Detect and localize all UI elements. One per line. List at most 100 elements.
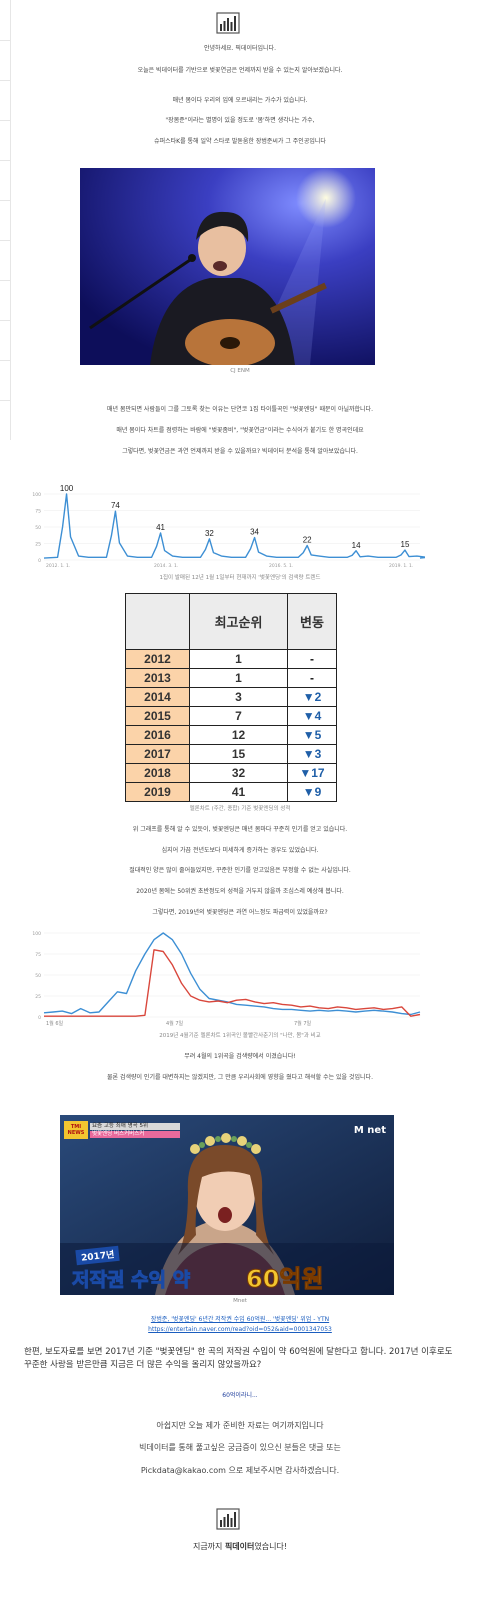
y-tick-label: 25 [35,994,41,1000]
melon-rank-table: 최고순위 변동 2012 1-2013 1-2014 3 ▼2 2015 7 ▼4 2016 12… [125,593,337,802]
table-cell-rank: 3 [189,687,288,707]
banner-sub: 벚꽃엔딩 버스커버스커 [92,1131,145,1137]
table-cell-year: 2012 [125,649,190,669]
tv-screenshot: TMI NEWS 요즘 고등 최애 명곡 5위 벚꽃엔딩 버스커버스커 M ne… [60,1115,394,1295]
intro-line3: 슈퍼스타K를 통해 일약 스타로 발돋움한 장범준씨가 그 주인공입니다 [154,138,326,145]
section2-line2: 매년 봄이다 차트를 점령하는 바람에 "벚꽃좀비", "벚꽃연금"이라는 수식… [116,427,364,434]
table-row: 2015 7 ▼4 [125,706,337,726]
closing-line3: Pickdata@kakao.com 으로 제보주시면 감사하겠습니다. [140,1466,340,1475]
section3-line4: 2020년 봄에는 50위권 초반정도의 성적을 거두지 않을까 조심스레 예상… [136,888,344,895]
broadcaster-logo: M net [353,1125,386,1136]
table-cell-year: 2019 [125,782,190,802]
closing-line2: 빅데이터를 통해 풀고싶은 궁금증이 있으신 분들은 댓글 또는 [139,1443,341,1452]
y-tick-label: 0 [38,558,41,564]
source-link-wrap: 장범준, '벚꽃엔딩' 6년간 저작권 수입 60억원... '벚꽃엔딩' 위엄… [0,1316,480,1324]
y-tick-label: 75 [35,509,41,515]
section3-line1: 위 그래프를 통해 알 수 있듯이, 벚꽃엔딩은 매년 봄마다 꾸준히 인기를 … [132,826,348,833]
table-cell-change: ▼17 [287,763,337,783]
table-cell-change: - [287,649,337,669]
table-cell-change: ▼9 [287,782,337,802]
chart2-caption: 2019년 4월기준 멜론차트 1위곡인 볼빨간사춘기의 "나만, 봄"과 비교 [159,1033,321,1039]
table-cell-year: 2015 [125,706,190,726]
peak-label: 14 [352,541,361,550]
peak-label: 74 [111,501,120,510]
y-tick-label: 75 [35,952,41,958]
overlay-amount: 60억원 [246,1265,325,1294]
overlay-text: 저작권 수익 약 [71,1269,191,1292]
section3-line2: 심지어 가끔 전년도보다 미세하게 증가하는 경우도 있었습니다. [161,847,319,854]
signoff-prefix: 지금까지 [192,1542,225,1551]
brand-logo-icon [216,12,240,38]
peak-label: 15 [401,540,410,549]
y-tick-label: 50 [35,525,41,531]
outro-wow: 60억이라니... [222,1392,258,1399]
x-tick-label: 7월 7일 [294,1020,312,1027]
left-rail [0,0,11,440]
closing-line1: 아쉽지만 오늘 제가 준비한 자료는 여기까지입니다 [156,1421,324,1430]
footer-logo-icon [216,1508,240,1534]
table-cell-change: ▼3 [287,744,337,764]
source-link-title[interactable]: 장범준, '벚꽃엔딩' 6년간 저작권 수입 60억원... '벚꽃엔딩' 위엄… [150,1316,330,1323]
table-row: 2017 15 ▼3 [125,744,337,764]
series-line-red [44,949,421,1017]
concert-photo [80,168,375,365]
section4-line2: 물론 검색량이 인기를 대변하지는 않겠지만, 그 만큼 우리사회에 영향을 줬… [107,1074,373,1081]
chart1-caption: 1집이 발매된 12년 1월 1일부터 현재까지 '벚꽃엔딩'의 검색량 트렌드 [159,575,321,581]
intro-greeting: 안녕하세요. 픽데이터입니다. [204,45,276,52]
x-tick-label: 2016. 5. 1. [269,563,293,569]
intro-line2: "장봄준"이라는 별명이 있을 정도로 '봄'하면 생각나는 가수, [165,117,315,124]
signoff: 지금까지 픽데이터였습니다! [0,1541,480,1552]
table-cell-rank: 41 [189,782,288,802]
y-tick-label: 0 [38,1015,41,1021]
section2-line3: 그렇다면, 벚꽃연금은 과연 언제까지 받을 수 있을까요? 빅데이터 분석을 … [122,448,358,455]
peak-label: 22 [303,535,312,544]
x-tick-label: 2019. 1. 1. [389,563,413,569]
peak-label: 100 [60,484,74,493]
signoff-brand: 픽데이터 [224,1542,255,1551]
table-header-change: 변동 [287,593,337,650]
signoff-suffix: 였습니다! [254,1542,288,1551]
table-cell-change: ▼2 [287,687,337,707]
table-header-row: 최고순위 변동 [125,593,337,650]
table-cell-rank: 1 [189,668,288,688]
peak-label: 32 [205,529,214,538]
section2-line1: 매년 봄만되면 사람들이 그를 그토록 찾는 이유는 단연코 1집 타이틀곡인 … [107,406,373,413]
peak-label: 41 [156,523,165,532]
y-tick-label: 100 [32,931,41,937]
series-line-blue [43,932,421,1016]
intro-line1: 매년 봄이다 우리의 입에 오르내리는 가수가 있습니다. [172,97,308,104]
section3-line3: 절대적인 양은 많이 줄어들었지만, 꾸준한 인기를 얻고있음은 부정할 수 없… [129,867,351,874]
x-tick-label: 2014. 3. 1. [154,563,178,569]
peak-label: 34 [250,528,259,537]
x-tick-label: 4월 7일 [166,1020,184,1027]
photo2-caption: Mnet [233,1298,247,1304]
banner-top: 요즘 고등 최애 명곡 5위 [92,1123,149,1129]
table-row: 2016 12 ▼5 [125,725,337,745]
series-line [43,493,428,559]
y-tick-label: 25 [35,542,41,548]
table-cell-year: 2017 [125,744,190,764]
table-row: 2014 3 ▼2 [125,687,337,707]
table-cell-rank: 15 [189,744,288,764]
table-caption: 멜론차트 (주간, 종합) 기준 벚꽃엔딩의 성적 [189,806,291,812]
x-tick-label: 2012. 1. 1. [46,563,70,569]
table-cell-change: ▼5 [287,725,337,745]
y-tick-label: 50 [35,973,41,979]
y-tick-label: 100 [32,492,41,498]
comparison-chart: 100 75 50 25 0 1월 6일 4월 7일 7월 7일 [30,925,425,1030]
table-cell-year: 2014 [125,687,190,707]
outro-paragraph: 한편, 보도자료를 보면 2017년 기준 "벚꽃엔딩" 한 곡의 저작권 수입… [24,1347,453,1370]
search-trend-chart: 100 75 50 25 0 2012. 1. 1. 2014. 3. 1. 2016. 5.… [30,478,428,573]
table-row: 2019 41 ▼9 [125,782,337,802]
table-cell-rank: 32 [189,763,288,783]
table-header-rank: 최고순위 [189,593,288,650]
table-cell-rank: 1 [189,649,288,669]
x-tick-label: 1월 6일 [46,1020,64,1027]
table-cell-rank: 7 [189,706,288,726]
table-cell-change: ▼4 [287,706,337,726]
tmi-news-logo: TMI NEWS [67,1124,85,1136]
intro-topic: 오늘은 빅데이터를 기반으로 벚꽃연금은 언제까지 받을 수 있는지 알아보겠습… [137,67,343,74]
table-row: 2018 32 ▼17 [125,763,337,783]
table-row: 2012 1- [125,649,337,669]
source-link-url[interactable]: https://entertain.naver.com/read?oid=052… [148,1326,332,1333]
